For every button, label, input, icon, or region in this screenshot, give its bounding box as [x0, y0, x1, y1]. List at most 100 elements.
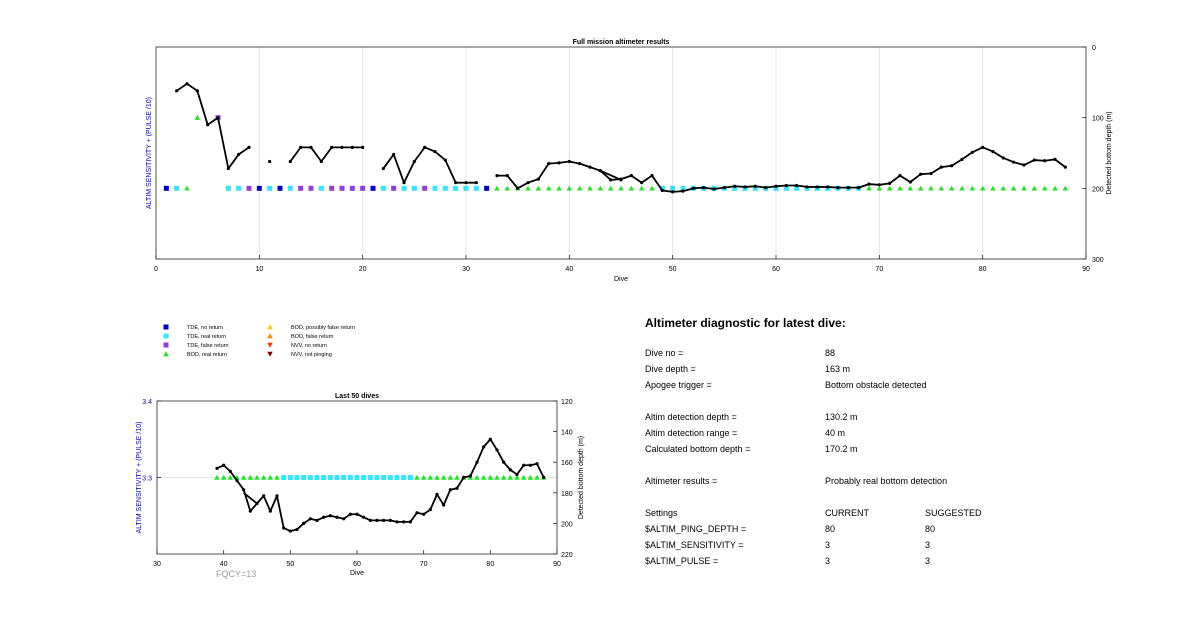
marker-bod-real-return — [227, 474, 234, 480]
marker-tde-real-return — [314, 475, 320, 480]
depth-point — [185, 82, 189, 86]
y-right-axis-label: Detected bottom depth (m) — [1106, 111, 1113, 194]
depth-point — [412, 159, 416, 164]
marker-bod-real-return — [1000, 185, 1007, 191]
depth-point — [335, 515, 339, 519]
marker-bod-real-return — [545, 185, 552, 191]
marker-tde-real-return — [387, 475, 393, 480]
setting-current: 3 — [825, 540, 831, 550]
marker-bod-real-return — [220, 474, 227, 480]
depth-point — [222, 463, 226, 467]
depth-point — [836, 186, 840, 190]
diag-value: Probably real bottom detection — [825, 476, 948, 486]
marker-tde-no-return — [484, 185, 490, 191]
depth-point — [388, 518, 392, 522]
depth-point — [282, 526, 286, 530]
marker-bod-real-return — [480, 474, 487, 480]
diag-label: Dive no = — [645, 348, 684, 358]
y-right-tick-label: 0 — [1092, 45, 1096, 52]
marker-tde-real-return — [411, 185, 417, 191]
x-axis-label: Dive — [614, 276, 628, 283]
depth-point — [557, 161, 561, 165]
marker-tde-no-return — [163, 185, 169, 191]
marker-bod-real-return — [447, 474, 454, 480]
legend-marker — [163, 324, 169, 330]
marker-bod-real-return — [527, 474, 534, 480]
x-tick-label: 50 — [286, 561, 294, 568]
setting-suggested: 80 — [925, 524, 936, 534]
marker-bod-real-return — [494, 474, 500, 480]
marker-tde-real-return — [294, 475, 300, 480]
marker-bod-real-return — [247, 474, 254, 480]
marker-bod-real-return — [240, 474, 247, 480]
depth-point — [262, 494, 266, 498]
depth-point — [195, 89, 199, 93]
marker-bod-real-return — [576, 185, 583, 191]
depth-point — [488, 437, 492, 441]
depth-point — [567, 159, 571, 164]
depth-point — [743, 185, 747, 189]
marker-bod-real-return — [184, 185, 190, 191]
depth-point — [309, 145, 313, 149]
depth-point — [415, 511, 419, 515]
depth-point — [1012, 160, 1016, 164]
depth-point — [295, 527, 299, 532]
marker-bod-real-return — [1021, 185, 1027, 191]
diag-row-altim-detection-range: Altim detection range = 40 m — [645, 428, 1185, 442]
depth-line — [497, 146, 1066, 193]
settings-row-ping-depth: $ALTIM_PING_DEPTH = 80 80 — [645, 524, 1185, 538]
depth-point — [302, 521, 306, 526]
marker-bod-real-return — [1031, 185, 1038, 191]
depth-point — [619, 178, 623, 182]
depth-point — [228, 469, 232, 473]
settings-header-current: CURRENT — [825, 508, 869, 518]
depth-point — [350, 145, 354, 149]
y-right-tick-label: 300 — [1092, 257, 1104, 264]
depth-point — [522, 463, 526, 467]
marker-tde-real-return — [236, 185, 242, 191]
marker-bod-real-return — [500, 474, 507, 480]
depth-point — [609, 178, 613, 182]
x-tick-label: 30 — [153, 561, 161, 568]
depth-point — [929, 171, 933, 176]
marker-bod-real-return — [969, 185, 976, 191]
marker-tde-real-return — [773, 185, 779, 191]
depth-point — [495, 174, 499, 178]
depth-point — [392, 152, 396, 157]
depth-point — [348, 512, 352, 516]
depth-point — [1001, 156, 1005, 160]
depth-point — [919, 172, 923, 176]
marker-tde-real-return — [341, 475, 347, 480]
depth-point — [368, 518, 372, 522]
altimeter-diagnostic-panel: Altimeter diagnostic for latest dive: Di… — [645, 310, 1185, 610]
diag-row-dive-no: Dive no = 88 — [645, 348, 1185, 362]
chart-title: Last 50 dives — [335, 393, 379, 400]
depth-point — [275, 494, 279, 498]
marker-tde-real-return — [453, 185, 459, 191]
marker-bod-real-return — [556, 185, 562, 191]
marker-tde-real-return — [473, 185, 479, 191]
depth-point — [629, 174, 633, 178]
legend-marker — [267, 351, 273, 357]
marker-bod-real-return — [917, 185, 924, 191]
depth-point — [402, 181, 406, 185]
legend-marker — [163, 342, 169, 348]
marker-bod-real-return — [420, 474, 427, 480]
marker-tde-no-return — [370, 185, 376, 191]
depth-point — [448, 488, 452, 492]
setting-label: $ALTIM_PING_DEPTH = — [645, 524, 747, 534]
legend-label: BOD, real return — [187, 352, 227, 358]
depth-point — [361, 145, 365, 149]
depth-point — [226, 166, 230, 171]
legend-label: TDE, false return — [187, 343, 229, 349]
marker-tde-real-return — [301, 475, 307, 480]
marker-tde-real-return — [307, 475, 313, 480]
legend-label: NVV, not pinging — [291, 352, 332, 358]
marker-bod-real-return — [1041, 185, 1048, 191]
marker-tde-real-return — [380, 185, 386, 191]
depth-point — [381, 166, 385, 171]
depth-point — [255, 501, 259, 506]
y-left-axis-label: ALTIM SENSITIVITY + (PULSE /10) — [136, 422, 143, 534]
depth-line — [243, 492, 258, 505]
depth-point — [462, 475, 466, 480]
